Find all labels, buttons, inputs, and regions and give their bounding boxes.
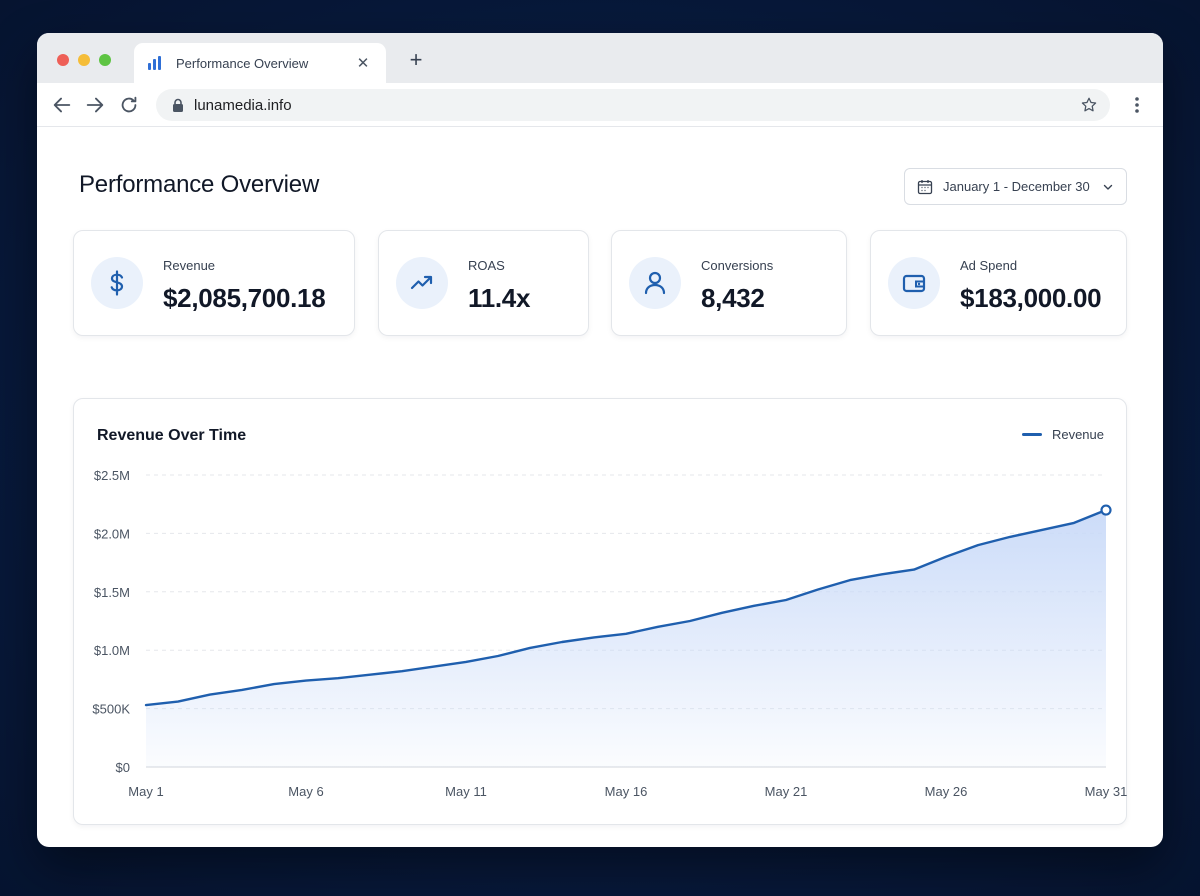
x-tick-label: May 16 <box>605 784 648 799</box>
browser-toolbar: lunamedia.info <box>37 83 1163 127</box>
maximize-window-button[interactable] <box>99 54 111 66</box>
forward-arrow-icon[interactable] <box>84 94 106 116</box>
y-tick-label: $2.0M <box>94 526 130 541</box>
wallet-icon <box>888 257 940 309</box>
browser-window: Performance Overview ✕ + lunamedia.info <box>37 33 1163 847</box>
url-text: lunamedia.info <box>194 96 292 114</box>
kpi-label: Conversions <box>701 258 774 273</box>
revenue-chart: $0 $500K $1.0M $1.5M $2.0M $2.5M May 1 May 6 May… <box>92 468 1128 799</box>
minimize-window-button[interactable] <box>78 54 90 66</box>
kpi-card-conversions: Conversions 8,432 <box>611 230 847 336</box>
x-tick-label: May 11 <box>445 784 487 799</box>
x-tick-label: May 21 <box>765 784 808 799</box>
chart-legend: Revenue <box>1021 427 1104 442</box>
chevron-down-icon <box>1103 184 1113 190</box>
x-tick-label: May 31 <box>1085 784 1128 799</box>
kpi-label: Ad Spend <box>960 258 1018 273</box>
lock-icon <box>173 98 183 112</box>
page-title: Performance Overview <box>79 171 320 198</box>
x-tick-label: May 26 <box>925 784 968 799</box>
trending-up-icon <box>396 257 448 309</box>
revenue-area <box>146 510 1106 767</box>
calendar-icon <box>917 179 933 194</box>
date-range-label: January 1 - December 30 <box>943 179 1090 194</box>
x-tick-label: May 6 <box>288 784 323 799</box>
legend-label: Revenue <box>1051 427 1104 442</box>
tab-title: Performance Overview <box>176 55 309 71</box>
kpi-value: $2,085,700.18 <box>163 283 326 313</box>
address-bar[interactable]: lunamedia.info <box>156 89 1110 121</box>
legend-swatch <box>1021 433 1042 436</box>
y-tick-label: $500K <box>92 702 130 717</box>
chart-title: Revenue Over Time <box>97 427 247 444</box>
reload-icon[interactable] <box>118 94 140 116</box>
kpi-value: $183,000.00 <box>960 283 1102 313</box>
tab-bar: Performance Overview ✕ + <box>37 33 1163 83</box>
kpi-card-revenue: Revenue $2,085,700.18 <box>73 230 355 336</box>
y-tick-label: $1.5M <box>94 585 130 600</box>
user-icon <box>629 257 681 309</box>
bar-chart-icon <box>148 56 164 70</box>
back-arrow-icon[interactable] <box>51 94 73 116</box>
date-range-picker[interactable]: January 1 - December 30 <box>904 168 1127 205</box>
window-controls <box>57 54 111 66</box>
last-data-point[interactable] <box>1100 504 1112 516</box>
revenue-series-line <box>144 508 1108 707</box>
kpi-card-roas: ROAS 11.4x <box>378 230 589 336</box>
close-window-button[interactable] <box>57 54 69 66</box>
y-tick-label: $2.5M <box>94 468 130 483</box>
bookmark-star-icon[interactable] <box>1080 96 1098 114</box>
dashboard-content: Performance Overview January 1 - Decembe… <box>37 127 1163 847</box>
more-menu-icon[interactable] <box>1127 95 1147 115</box>
kpi-card-ad-spend: Ad Spend $183,000.00 <box>870 230 1127 336</box>
kpi-value: 8,432 <box>701 283 765 313</box>
revenue-chart-card: Revenue Over Time Revenue $0 $500K $1.0M $1… <box>73 398 1127 825</box>
dollar-icon <box>91 257 143 309</box>
browser-tab[interactable]: Performance Overview ✕ <box>134 43 386 83</box>
x-tick-label: May 1 <box>128 784 163 799</box>
kpi-label: Revenue <box>163 258 216 273</box>
y-tick-label: $1.0M <box>94 643 130 658</box>
new-tab-button[interactable]: + <box>409 47 423 72</box>
kpi-label: ROAS <box>468 258 505 273</box>
close-tab-icon[interactable]: ✕ <box>356 55 370 72</box>
kpi-value: 11.4x <box>468 283 531 313</box>
y-tick-label: $0 <box>116 760 130 775</box>
